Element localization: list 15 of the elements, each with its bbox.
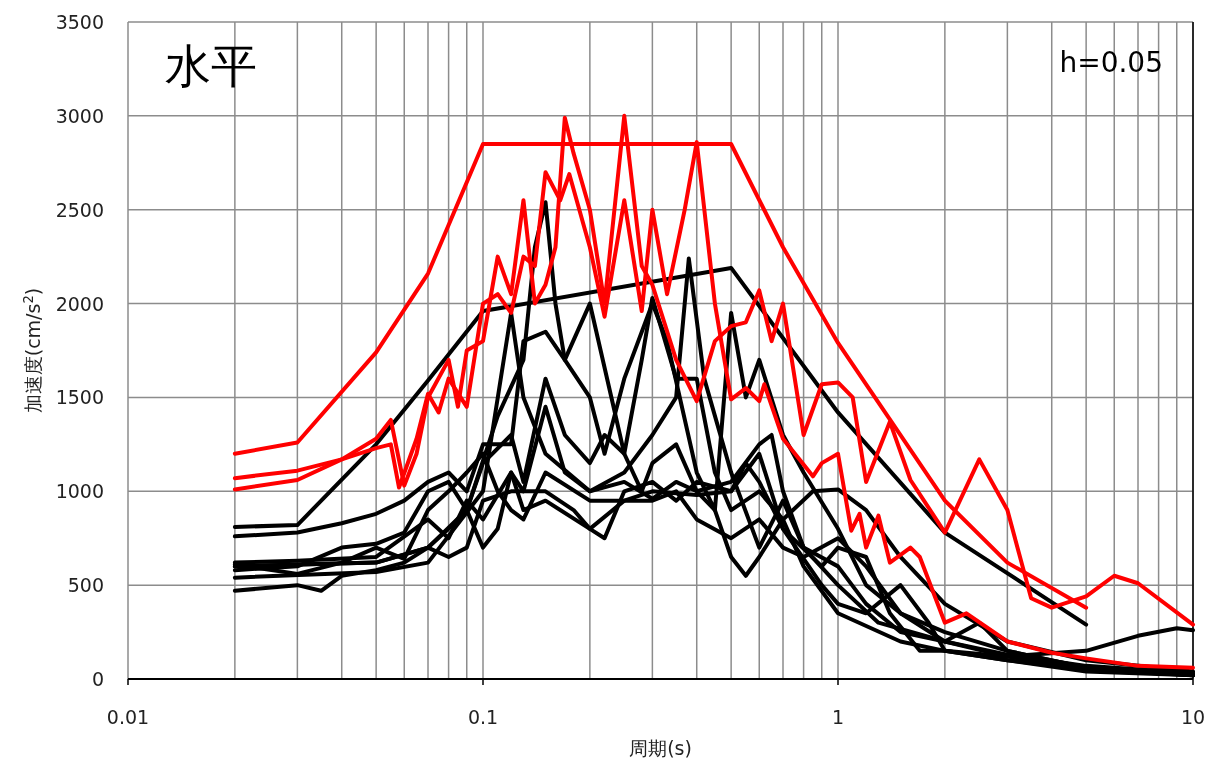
- annotation: 水平: [165, 39, 257, 93]
- x-tick-label: 0.01: [106, 706, 150, 728]
- x-tick-label: 10: [1180, 706, 1206, 728]
- y-tick-label: 3500: [55, 11, 104, 33]
- annotation: h=0.05: [1059, 46, 1163, 79]
- y-tick-label: 500: [67, 574, 104, 597]
- y-tick-label: 2000: [55, 292, 104, 315]
- y-tick-label: 2500: [55, 198, 104, 221]
- x-tick-label: 0.1: [467, 706, 499, 728]
- x-tick-label: 1: [831, 706, 845, 728]
- y-tick-label: 1000: [55, 480, 104, 503]
- y-tick-label: 1500: [55, 386, 104, 409]
- y-tick-label: 0: [91, 668, 104, 690]
- x-axis-title: 周期(s): [629, 737, 692, 759]
- y-tick-label: 3000: [55, 104, 104, 127]
